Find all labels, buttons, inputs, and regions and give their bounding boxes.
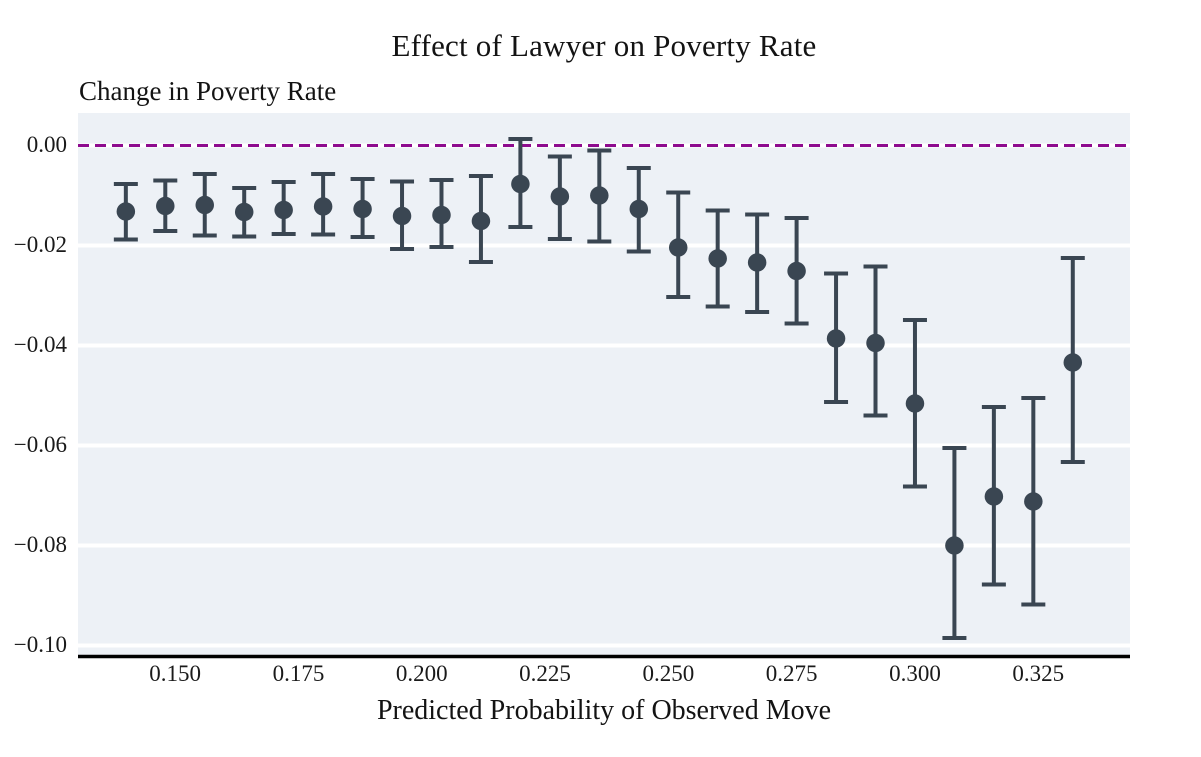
point-estimate-dot — [787, 261, 806, 281]
error-bar-point — [902, 318, 927, 489]
error-bar-point — [311, 172, 336, 237]
x-tick-label: 0.300 — [889, 661, 941, 686]
y-tick-label: −0.04 — [13, 331, 67, 357]
error-bar-point — [863, 264, 888, 418]
error-bar-point — [153, 178, 178, 233]
error-bar-point — [587, 148, 612, 244]
error-bar-point — [350, 177, 375, 239]
y-axis-label: Change in Poverty Rate — [79, 76, 337, 106]
x-tick-label: 0.175 — [272, 661, 325, 686]
error-bar-point — [508, 137, 533, 229]
point-estimate-dot — [353, 199, 372, 219]
error-bar-point — [390, 179, 415, 251]
point-estimate-dot — [629, 199, 649, 219]
error-bar-point — [626, 166, 651, 254]
point-estimate-dot — [432, 205, 451, 225]
y-tick-label: −0.10 — [13, 631, 67, 657]
y-tick-label: 0.00 — [26, 131, 67, 157]
point-estimate-dot — [313, 197, 333, 216]
point-estimate-dot — [708, 249, 727, 268]
point-estimate-dot — [156, 196, 175, 216]
error-bar-point — [429, 178, 454, 249]
error-bar-point — [468, 174, 493, 264]
error-bar-point — [271, 180, 296, 236]
point-estimate-dot — [984, 487, 1004, 506]
y-tick-label: −0.02 — [13, 231, 67, 257]
point-estimate-dot — [747, 253, 767, 272]
error-bar-point — [745, 212, 770, 314]
x-tick-label: 0.200 — [395, 661, 448, 686]
error-bar-point — [981, 405, 1006, 587]
error-bar-point — [942, 446, 967, 640]
point-estimate-dot — [550, 187, 570, 206]
error-bar-point — [547, 154, 572, 241]
x-tick-label: 0.150 — [149, 661, 202, 686]
point-estimate-dot — [866, 333, 885, 353]
error-bar-point — [192, 172, 217, 238]
x-tick-label: 0.325 — [1012, 661, 1065, 686]
chart-title: Effect of Lawyer on Poverty Rate — [391, 28, 817, 63]
point-estimate-dot — [1063, 353, 1083, 372]
error-bar-point — [232, 186, 257, 239]
point-estimate-dot — [511, 174, 530, 194]
error-bar-point — [824, 271, 849, 404]
point-estimate-dot — [905, 394, 925, 413]
point-estimate-dot — [590, 186, 609, 205]
error-bar-point — [666, 190, 691, 299]
x-axis-label: Predicted Probability of Observed Move — [376, 695, 832, 726]
x-tick-label: 0.225 — [519, 661, 571, 686]
error-bar-point — [113, 182, 138, 242]
point-estimate-dot — [274, 200, 293, 220]
error-bar-point — [1060, 256, 1085, 464]
point-estimate-dot — [116, 202, 136, 221]
point-estimate-dot — [1024, 492, 1043, 511]
point-estimate-dot — [234, 202, 254, 222]
y-tick-label: −0.06 — [13, 431, 67, 457]
point-estimate-dot — [392, 206, 412, 226]
error-bar-point — [784, 216, 809, 326]
x-tick-label: 0.275 — [765, 661, 818, 686]
point-estimate-dot — [195, 195, 215, 215]
point-estimate-dot — [471, 211, 491, 231]
y-tick-label: −0.08 — [13, 531, 67, 557]
point-estimate-dot — [826, 329, 846, 348]
point-estimate-dot — [945, 536, 964, 555]
point-estimate-dot — [668, 238, 688, 257]
error-bar-point — [1021, 396, 1046, 607]
error-bar-point — [705, 208, 730, 309]
x-tick-label: 0.250 — [642, 661, 695, 686]
